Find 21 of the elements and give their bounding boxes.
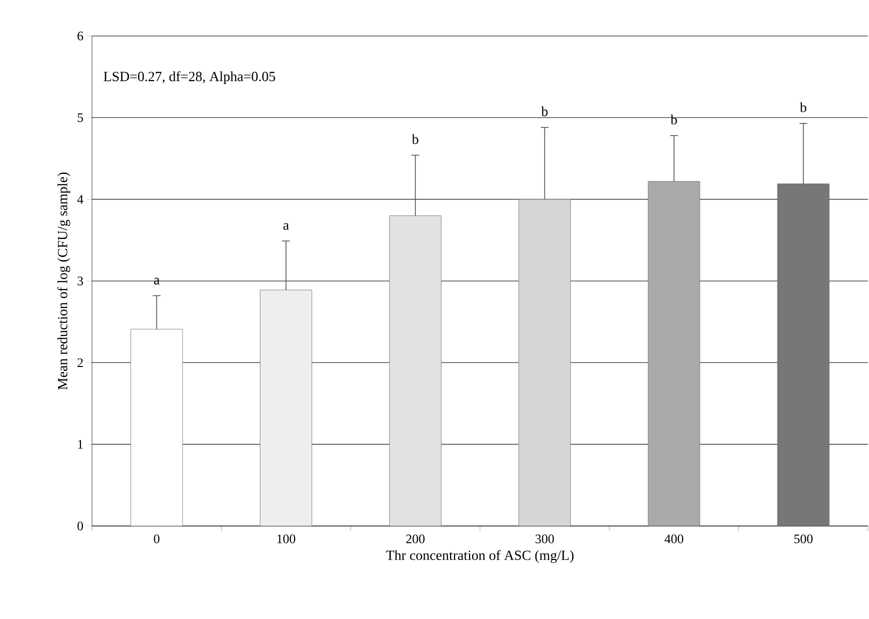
y-tick-label: 5 <box>78 113 83 122</box>
annotation: LSD=0.27, df=28, Alpha=0.05 <box>104 71 276 84</box>
annotation: b <box>541 106 548 116</box>
y-tick-label: 6 <box>78 32 84 40</box>
x-axis-title: Thr concentration of ASC (mg/L) <box>386 550 574 563</box>
x-tick-label: 200 <box>406 534 425 544</box>
annotation: b <box>412 134 418 144</box>
annotation: b <box>800 102 806 112</box>
x-tick-label: 300 <box>536 534 554 544</box>
y-tick-label: 1 <box>78 440 83 449</box>
x-tick-label: 100 <box>277 534 296 544</box>
x-tick-label: 400 <box>664 534 684 544</box>
annotation: a <box>154 278 160 284</box>
x-tick-label: 0 <box>154 534 160 544</box>
y-tick-label: 2 <box>78 358 83 367</box>
y-tick-label: 4 <box>77 195 84 204</box>
annotation: a <box>283 223 289 230</box>
y-axis-title: Mean reduction of log (CFU/g sample) <box>57 172 70 390</box>
y-tick-label: 0 <box>78 522 83 530</box>
y-tick-label: 3 <box>78 276 83 286</box>
x-tick-label: 500 <box>794 534 813 544</box>
